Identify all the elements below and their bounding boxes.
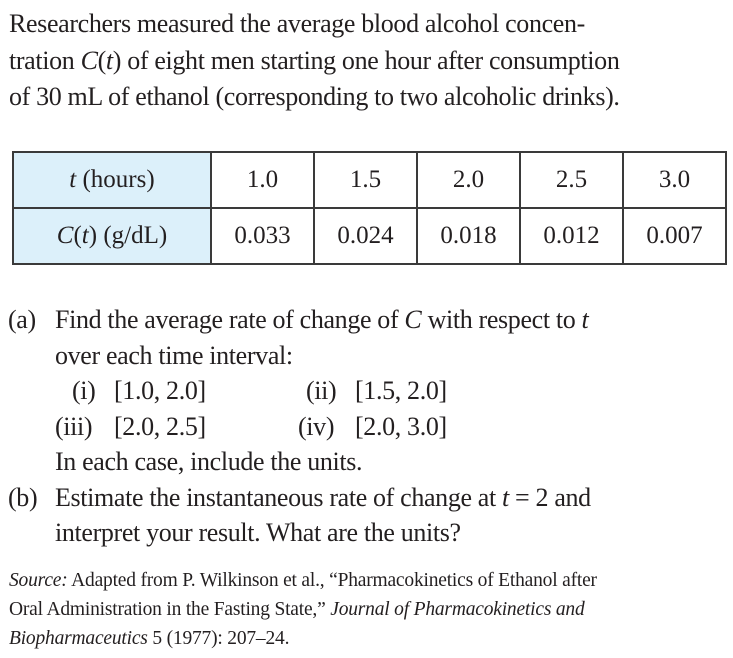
text: interpret your result. What are the unit… — [55, 518, 461, 547]
intro-line-3: of 30 mL of ethanol (corresponding to tw… — [9, 82, 620, 111]
source-label: Source: — [9, 570, 68, 591]
table-cell: 0.024 — [313, 207, 418, 265]
interval-iv-value: [2.0, 3.0] — [355, 411, 447, 441]
text: Estimate the instantaneous rate of chang… — [55, 482, 503, 512]
table-cell: 3.0 — [622, 151, 727, 209]
text: Oral Administration in the Fasting State… — [9, 599, 331, 620]
var-C: C — [404, 305, 422, 334]
table-row-t: t (hours) 1.0 1.5 2.0 2.5 3.0 — [12, 151, 727, 209]
data-table: t (hours) 1.0 1.5 2.0 2.5 3.0 C(t) (g/dL… — [12, 151, 727, 265]
intro-text: tration — [9, 45, 81, 75]
source-line-3: Biopharmaceutics 5 (1977): 207–24. — [9, 624, 597, 653]
row-header-C: C(t) (g/dL) — [12, 207, 212, 265]
table-cell: 0.018 — [416, 207, 521, 265]
interval-iii-value: [2.0, 2.5] — [114, 411, 206, 441]
var-t: t — [502, 482, 509, 512]
intro-text: of eight men starting one hour after con… — [121, 45, 620, 75]
interval-iii-label: (iii) — [55, 411, 93, 441]
intro-line-2: tration C(t) of eight men starting one h… — [9, 43, 724, 80]
interval-iv-label: (iv) — [298, 411, 335, 441]
text: = 2 and — [508, 482, 591, 512]
table-cell: 0.012 — [519, 207, 624, 265]
table-cell: 2.5 — [519, 151, 624, 209]
var-t: t — [69, 166, 77, 193]
var-C: C — [80, 45, 98, 75]
intro-line-1: Researchers measured the average blood a… — [9, 9, 585, 38]
header-text: (hours) — [76, 166, 155, 193]
interval-i-value: [1.0, 2.0] — [114, 376, 206, 405]
question-a-text: Find the average rate of change of C wit… — [55, 302, 589, 338]
header-text: ( — [73, 222, 82, 249]
journal-title: Journal of Pharmacokinetics and — [330, 599, 585, 620]
journal-title: Biopharmaceutics — [9, 628, 148, 649]
source-line-1: Source: Adapted from P. Wilkinson et al.… — [9, 566, 597, 595]
table-cell: 2.0 — [416, 151, 521, 209]
var-t: t — [105, 45, 113, 75]
text: Find the average rate of change of — [55, 305, 405, 334]
text: over each time interval: — [55, 340, 293, 370]
header-text: ) (g/dL) — [88, 222, 168, 249]
source-line-2: Oral Administration in the Fasting State… — [9, 595, 597, 624]
table-cell: 1.5 — [313, 151, 418, 209]
question-b-label: (b) — [8, 482, 38, 512]
text: In each case, include the units. — [55, 447, 363, 476]
interval-ii-value: [1.5, 2.0] — [355, 376, 447, 405]
text: 5 (1977): 207–24. — [147, 628, 290, 649]
paren: ( — [97, 45, 107, 75]
question-b-text: Estimate the instantaneous rate of chang… — [55, 480, 591, 516]
paren: ) — [112, 45, 122, 75]
table-cell: 0.007 — [622, 207, 727, 265]
source-citation: Source: Adapted from P. Wilkinson et al.… — [9, 566, 597, 653]
var-C: C — [56, 222, 74, 249]
question-a-label: (a) — [8, 305, 36, 334]
problem-intro: Researchers measured the average blood a… — [9, 6, 724, 116]
text: Adapted from P. Wilkinson et al., “Pharm… — [67, 570, 597, 591]
interval-i-label: (i) — [72, 376, 96, 405]
interval-ii-label: (ii) — [306, 376, 337, 405]
table-row-C: C(t) (g/dL) 0.033 0.024 0.018 0.012 0.00… — [12, 207, 727, 265]
text: with respect to — [421, 305, 582, 334]
table-cell: 1.0 — [210, 151, 315, 209]
row-header-t: t (hours) — [12, 151, 212, 209]
table-cell: 0.033 — [210, 207, 315, 265]
var-t: t — [581, 305, 589, 334]
var-t: t — [81, 222, 89, 249]
